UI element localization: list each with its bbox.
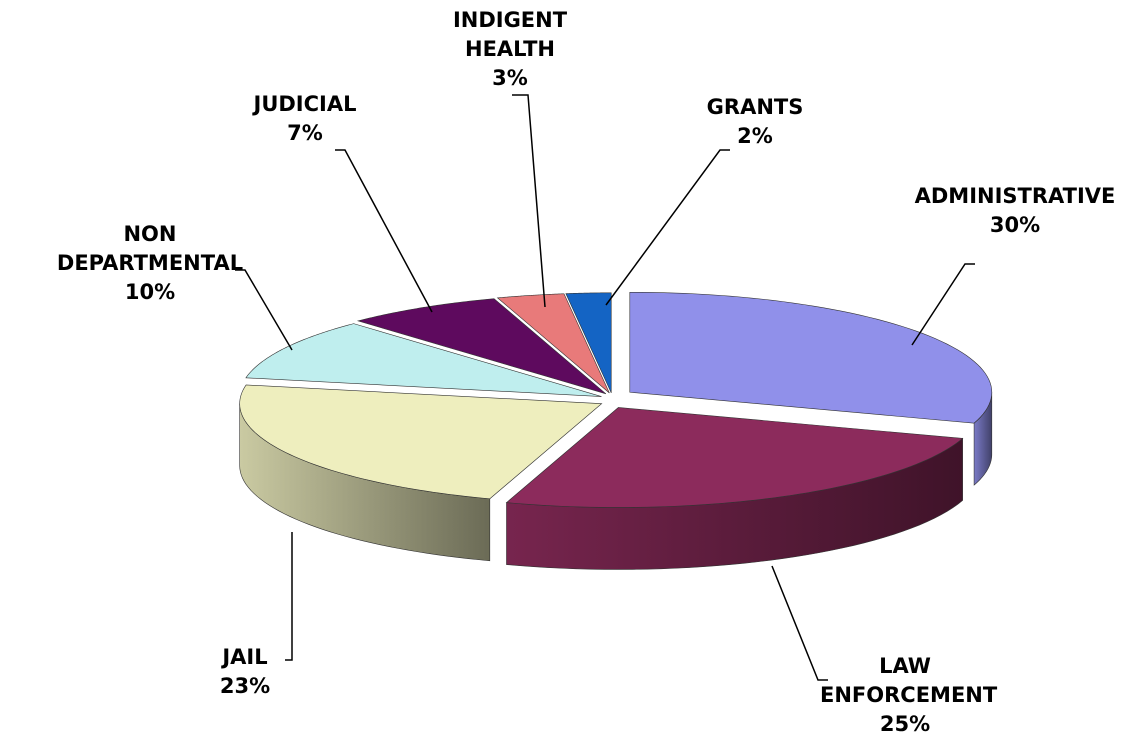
leader-line	[605, 149, 730, 306]
leader-line	[285, 532, 293, 661]
leader-line	[335, 149, 433, 313]
leader-line	[235, 269, 293, 351]
slice	[505, 407, 964, 508]
slice-label: INDIGENT HEALTH 3%	[440, 6, 580, 93]
category-label: INDIGENT HEALTH	[452, 8, 568, 61]
slice-label: JUDICIAL 7%	[235, 90, 375, 148]
value-label: 10%	[124, 280, 176, 304]
slice	[629, 291, 993, 424]
value-label: 25%	[879, 712, 931, 736]
slice-label: NON DEPARTMENTAL 10%	[50, 220, 250, 307]
category-label: ADMINISTRATIVE	[914, 184, 1116, 208]
leader-line	[771, 565, 828, 681]
category-label: LAW ENFORCEMENT	[820, 654, 998, 707]
category-label: JAIL	[222, 645, 268, 669]
slice-label: JAIL 23%	[185, 643, 305, 701]
slice-label: LAW ENFORCEMENT 25%	[820, 652, 998, 739]
category-label: GRANTS	[706, 95, 804, 119]
value-label: 2%	[737, 124, 773, 148]
slice	[565, 292, 612, 393]
value-label: 30%	[989, 213, 1041, 237]
leader-line	[911, 263, 975, 346]
value-label: 23%	[219, 674, 271, 698]
slice	[356, 298, 607, 395]
slice-label: ADMINISTRATIVE 30%	[885, 182, 1145, 240]
slice	[239, 384, 603, 500]
value-label: 3%	[492, 66, 528, 90]
category-label: JUDICIAL	[253, 92, 357, 116]
slice	[496, 293, 610, 394]
slice-label: GRANTS 2%	[695, 93, 815, 151]
category-label: NON DEPARTMENTAL	[56, 222, 244, 275]
slice	[245, 323, 602, 397]
value-label: 7%	[287, 121, 323, 145]
leader-line	[512, 94, 546, 308]
